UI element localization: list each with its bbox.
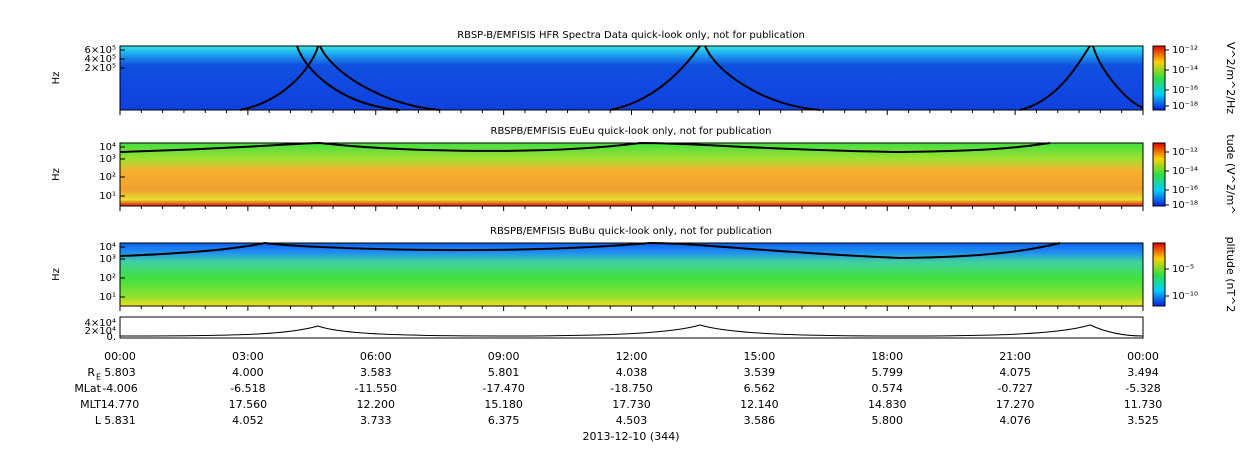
plasmapause-curve: [119, 241, 1061, 260]
ephemeris-value: 17.560: [229, 398, 268, 411]
ephemeris-value: -5.328: [1125, 382, 1160, 395]
ephemeris-subscript: E: [96, 373, 101, 382]
ephemeris-label: L: [95, 414, 102, 427]
ephemeris-label: MLat: [74, 382, 101, 395]
y-tick-label: 10¹: [99, 191, 116, 202]
plasmapause-curve: [239, 45, 1144, 111]
colorbar-tick-label: 10⁻¹²: [1172, 147, 1198, 158]
colorbar: [1152, 242, 1166, 307]
ephemeris-value: 15.180: [484, 398, 523, 411]
y-tick-label: 4×10⁴: [85, 318, 116, 329]
ephemeris-value: -0.727: [997, 382, 1032, 395]
x-tick-label: 18:00: [871, 350, 903, 363]
ephemeris-value: 12.140: [740, 398, 779, 411]
colorbar-tick-label: 10⁻¹⁸: [1172, 101, 1198, 112]
y-axis-label: Hz: [51, 72, 62, 85]
x-tick-label: 15:00: [744, 350, 776, 363]
y-tick-label: 10²: [99, 273, 116, 284]
plasmapause-curve: [119, 141, 1051, 154]
y-axis-label: Hz: [51, 168, 62, 181]
date-label: 2013-12-10 (344): [582, 430, 679, 443]
ephemeris-value: 5.803: [104, 366, 136, 379]
ephemeris-value: 4.075: [999, 366, 1031, 379]
ephemeris-value: 4.038: [616, 366, 648, 379]
x-tick-label: 03:00: [232, 350, 264, 363]
x-tick-label: 00:00: [1127, 350, 1159, 363]
ephemeris-value: -17.470: [482, 382, 524, 395]
colorbar-tick-label: 10⁻¹⁶: [1172, 185, 1198, 196]
panel-title: RBSPB/EMFISIS BuBu quick-look only, not …: [490, 226, 772, 237]
ephemeris-value: 0.574: [872, 382, 904, 395]
x-tick-label: 06:00: [360, 350, 392, 363]
colorbar-tick-label: 10⁻¹²: [1172, 45, 1198, 56]
spectrogram: [119, 45, 1144, 111]
y-axis-label: Hz: [51, 268, 62, 281]
ephemeris-value: 3.586: [744, 414, 776, 427]
y-tick-label: 2×10⁵: [85, 63, 116, 74]
colorbar-label: V^2/m^2/Hz: [1224, 42, 1237, 114]
x-tick-label: 09:00: [488, 350, 520, 363]
y-tick-label: 10¹: [99, 292, 116, 303]
ephemeris-value: 3.539: [744, 366, 776, 379]
x-tick-label: 12:00: [616, 350, 648, 363]
ephemeris-value: 12.200: [357, 398, 396, 411]
ephemeris-value: 3.494: [1127, 366, 1159, 379]
y-tick-label: 0.: [106, 332, 116, 343]
ephemeris-value: 3.525: [1127, 414, 1159, 427]
panel-title: RBSPB/EMFISIS EuEu quick-look only, not …: [491, 126, 772, 137]
spectrogram: [119, 142, 1144, 207]
y-tick-label: 10⁴: [99, 242, 116, 253]
ephemeris-value: 5.831: [104, 414, 136, 427]
y-tick-label: 10³: [99, 254, 116, 265]
colorbar-label: tude (V^2/m^: [1224, 134, 1237, 214]
x-tick-label: 21:00: [999, 350, 1031, 363]
ephemeris-value: 3.733: [360, 414, 392, 427]
ephemeris-value: 6.375: [488, 414, 520, 427]
ephemeris-label: MLT: [80, 398, 101, 411]
colorbar-tick-label: 10⁻¹⁰: [1172, 291, 1198, 302]
ephemeris-label: R: [87, 366, 95, 379]
ephemeris-value: 14.830: [868, 398, 907, 411]
y-tick-label: 10⁴: [99, 142, 116, 153]
y-tick-label: 2×10⁴: [85, 326, 116, 337]
ephemeris-value: 3.583: [360, 366, 392, 379]
ephemeris-value: 4.503: [616, 414, 648, 427]
spectrogram: [119, 242, 1144, 307]
ephemeris-value: 17.730: [612, 398, 651, 411]
ephemeris-value: -6.518: [230, 382, 265, 395]
y-tick-label: 6×10⁵: [85, 45, 116, 56]
ephemeris-value: -18.750: [610, 382, 652, 395]
colorbar: [1152, 142, 1166, 207]
colorbar: [1152, 45, 1166, 111]
y-tick-label: 10²: [99, 172, 116, 183]
ephemeris-value: -4.006: [102, 382, 137, 395]
l-shell-line: [119, 324, 1144, 337]
ephemeris-value: 17.270: [996, 398, 1035, 411]
ephemeris-value: 6.562: [744, 382, 776, 395]
colorbar-tick-label: 10⁻⁵: [1172, 264, 1194, 275]
ephemeris-value: 4.076: [999, 414, 1031, 427]
ephemeris-value: 14.770: [101, 398, 140, 411]
ephemeris-value: 11.730: [1124, 398, 1163, 411]
y-tick-label: 10³: [99, 154, 116, 165]
panel-title: RBSP-B/EMFISIS HFR Spectra Data quick-lo…: [457, 30, 805, 41]
ephemeris-value: 5.800: [872, 414, 904, 427]
colorbar-tick-label: 10⁻¹⁴: [1172, 65, 1198, 76]
line-panel: [119, 316, 1144, 339]
colorbar-label: plitude (nT^2: [1224, 237, 1237, 313]
x-tick-label: 00:00: [104, 350, 136, 363]
colorbar-tick-label: 10⁻¹⁸: [1172, 200, 1198, 211]
ephemeris-value: 4.000: [232, 366, 264, 379]
y-tick-label: 4×10⁵: [85, 54, 116, 65]
colorbar-tick-label: 10⁻¹⁶: [1172, 85, 1198, 96]
ephemeris-value: 5.801: [488, 366, 520, 379]
ephemeris-value: 4.052: [232, 414, 264, 427]
ephemeris-value: 5.799: [872, 366, 904, 379]
colorbar-tick-label: 10⁻¹⁴: [1172, 166, 1198, 177]
ephemeris-value: -11.550: [355, 382, 397, 395]
